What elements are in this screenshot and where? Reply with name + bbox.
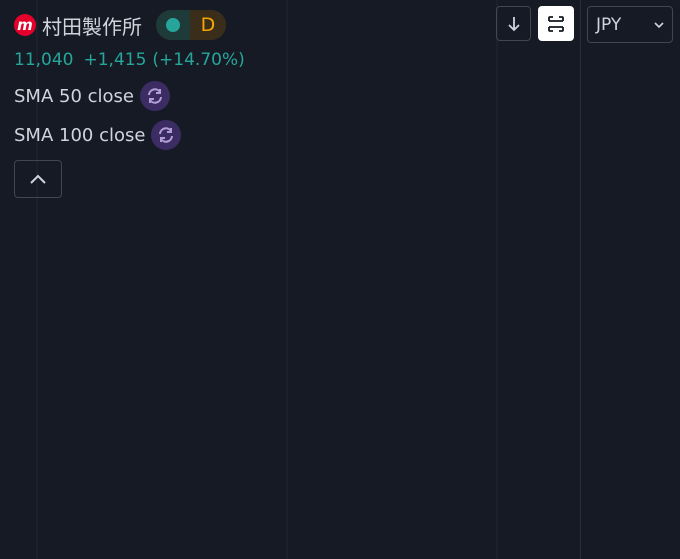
currency-select[interactable]: JPY [587,6,673,43]
delay-badge: D [190,10,226,40]
refresh-icon[interactable] [139,81,170,111]
change-percent: (+14.70%) [152,50,245,70]
symbol-name: 村田製作所 [42,14,142,39]
indicator[interactable]: SMA 50 close [14,81,170,111]
collapse-button[interactable] [14,160,62,198]
refresh-icon[interactable] [151,120,182,150]
logo: m [14,14,36,36]
currency: JPY [596,14,622,35]
market-open [156,10,190,40]
indicator[interactable]: SMA 100 close [14,120,182,150]
price-row: 11,040 +1,415 (+14.70%) [14,50,245,70]
last-price: 11,040 [14,50,74,70]
header: m 村田製作所 D [14,9,226,41]
download-button[interactable] [496,6,531,41]
change: +1,415 [83,50,147,70]
status-badge[interactable]: D [156,10,226,40]
indicator-label: SMA 100 close [14,124,146,146]
fullscreen-button[interactable] [538,6,574,41]
indicator-label: SMA 50 close [14,85,134,107]
